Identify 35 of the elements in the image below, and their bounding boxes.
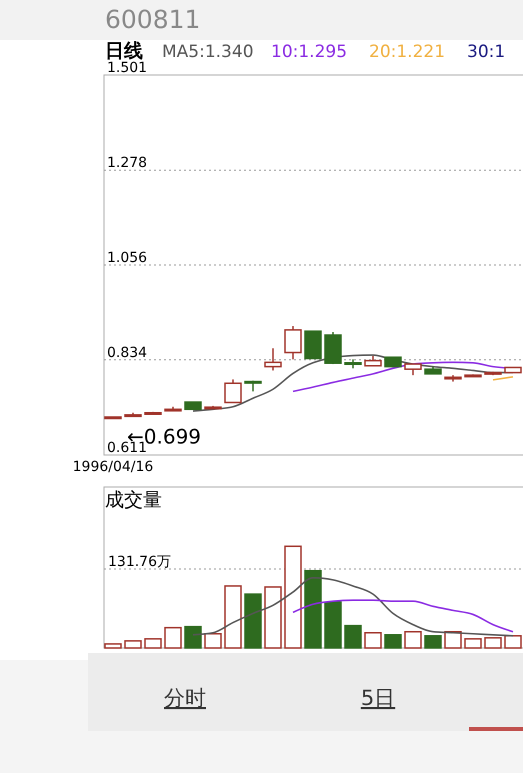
bar bbox=[244, 593, 262, 649]
y-tick-label: 0.834 bbox=[107, 344, 148, 361]
y-tick-label: 1.501 bbox=[107, 60, 148, 76]
text: 分时 bbox=[164, 686, 206, 710]
bar bbox=[464, 638, 482, 649]
x-tick-label: 1996/04/16 bbox=[72, 459, 154, 475]
y-tick-label: 1.278 bbox=[107, 155, 148, 172]
text: 30:1 bbox=[467, 42, 506, 62]
text: 5日 bbox=[360, 686, 396, 710]
bar bbox=[504, 635, 522, 649]
bar bbox=[224, 585, 242, 649]
bar bbox=[344, 624, 362, 649]
bar bbox=[304, 570, 322, 649]
bar bbox=[184, 626, 202, 649]
text: MA5:1.340 bbox=[162, 42, 254, 62]
bar bbox=[484, 637, 502, 649]
text: 600811 bbox=[105, 5, 200, 34]
bar bbox=[104, 643, 122, 649]
bar bbox=[164, 626, 182, 649]
bar bbox=[264, 586, 282, 649]
y-tick-label: 1.056 bbox=[107, 250, 148, 266]
text: 10:1.295 bbox=[271, 42, 348, 62]
bar bbox=[384, 634, 402, 649]
chart-title: 日线 bbox=[105, 40, 143, 62]
bar bbox=[424, 635, 442, 649]
ref-line-label: 131.76万 bbox=[108, 554, 171, 570]
text: 20:1.221 bbox=[369, 42, 446, 62]
bar bbox=[324, 601, 342, 649]
bar bbox=[284, 546, 302, 649]
bar bbox=[144, 638, 162, 649]
chart-title: 成交量 bbox=[105, 489, 162, 511]
bar bbox=[364, 632, 382, 649]
bar bbox=[404, 630, 422, 649]
bar bbox=[204, 633, 222, 649]
bar bbox=[124, 640, 142, 649]
